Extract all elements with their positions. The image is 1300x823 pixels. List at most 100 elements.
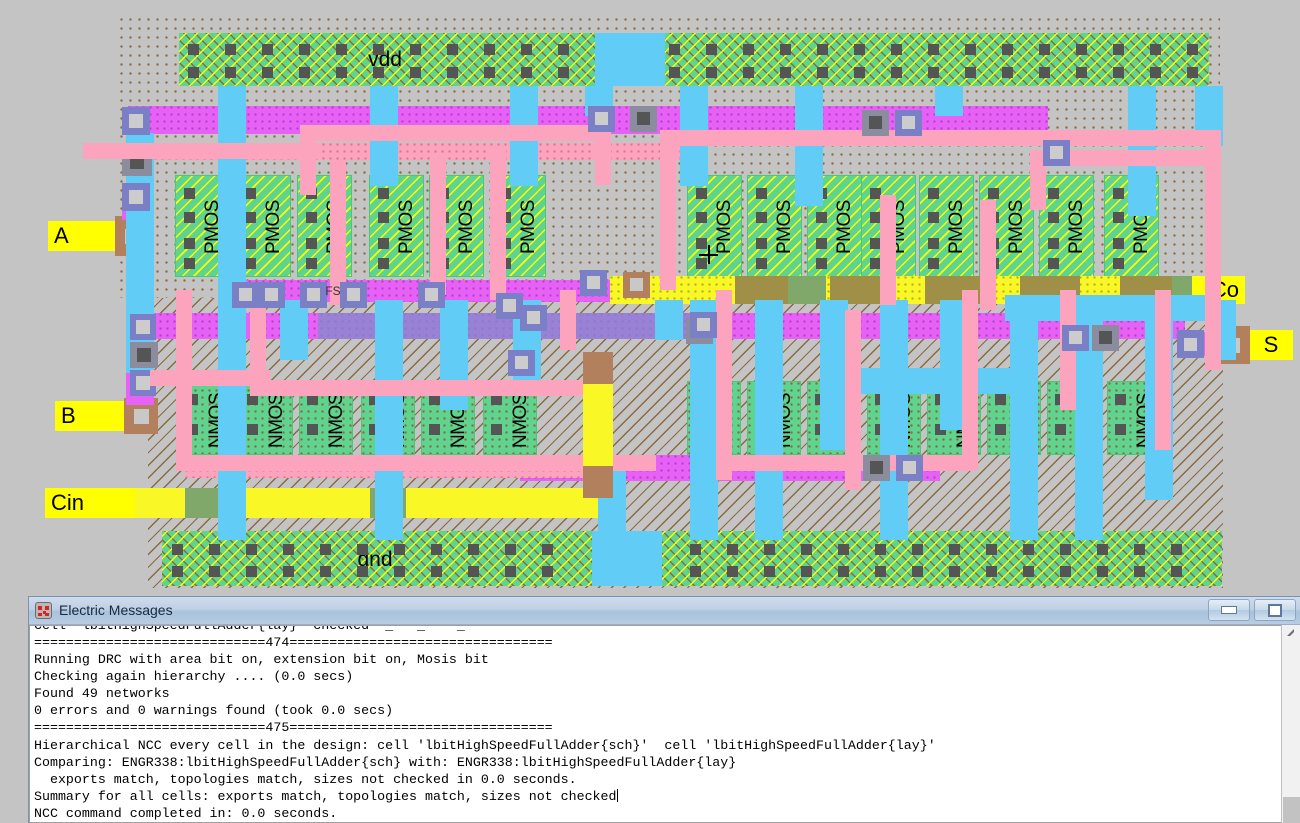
gnd-contact-cut bbox=[542, 566, 553, 577]
pmos-contact-cut bbox=[756, 212, 767, 223]
vdd-contact-cut bbox=[1039, 67, 1050, 78]
nmos-contact-cut bbox=[187, 424, 198, 435]
scrollbar-thumb[interactable] bbox=[1283, 797, 1300, 823]
nmos-contact-cut bbox=[429, 424, 440, 435]
pmos-contact-cut bbox=[756, 258, 767, 269]
contact-cut bbox=[307, 288, 320, 301]
gnd-contact-cut bbox=[986, 566, 997, 577]
pmos-contact-cut bbox=[988, 188, 999, 199]
left-via-1 bbox=[122, 107, 150, 135]
vdd-contact-cut bbox=[262, 67, 273, 78]
gnd-contact-cut bbox=[320, 566, 331, 577]
vdd-contact-cut bbox=[1076, 44, 1087, 55]
pmos-contact-cut bbox=[378, 258, 389, 269]
gnd-contact-cut bbox=[357, 566, 368, 577]
minimize-button[interactable] bbox=[1208, 599, 1250, 621]
pmos-contact-cut bbox=[1113, 212, 1124, 223]
contact-cut bbox=[265, 288, 278, 301]
gnd-contact-cut bbox=[431, 544, 442, 555]
co-bus-olive-seg2 bbox=[830, 276, 885, 304]
console-line: 0 errors and 0 warnings found (took 0.0 … bbox=[34, 703, 394, 719]
electric-messages-window[interactable]: Electric Messages Cell 'lbitHighSpeedFul… bbox=[28, 596, 1300, 823]
metal3-route bbox=[250, 300, 266, 380]
metal3-route bbox=[880, 195, 896, 305]
via bbox=[520, 305, 547, 331]
nmos-contact-cut bbox=[247, 394, 258, 405]
vdd-contact-cut bbox=[928, 67, 939, 78]
metal3-route bbox=[150, 370, 270, 386]
gnd-contact-cut bbox=[1171, 544, 1182, 555]
console-line: Checking again hierarchy .... (0.0 secs) bbox=[34, 669, 354, 685]
gnd-contact-cut bbox=[1171, 566, 1182, 577]
vdd-contact-cut bbox=[410, 44, 421, 55]
gnd-contact-cut bbox=[283, 566, 294, 577]
metal1-column bbox=[280, 300, 308, 360]
gnd-contact-cut bbox=[394, 566, 405, 577]
gnd-contact-cut bbox=[875, 566, 886, 577]
co-bus-olive-seg1 bbox=[735, 276, 795, 304]
contact-cut bbox=[503, 299, 516, 312]
vdd-rail-metal-gap bbox=[595, 33, 665, 86]
vdd-contact-cut bbox=[225, 44, 236, 55]
gnd-contact-cut bbox=[727, 566, 738, 577]
console-line: Comparing: ENGR338:lbitHighSpeedFullAdde… bbox=[34, 754, 737, 770]
metal3-route bbox=[1030, 150, 1220, 166]
vdd-contact-cut bbox=[780, 44, 791, 55]
gnd-contact-cut bbox=[801, 566, 812, 577]
pmos-contact-cut bbox=[1113, 238, 1124, 249]
vdd-contact-cut bbox=[299, 67, 310, 78]
pmos-contact-cut bbox=[1048, 188, 1059, 199]
via bbox=[508, 350, 535, 376]
pmos-contact-cut bbox=[245, 212, 256, 223]
message-body: Cell 'lbitHighSpeedFullAdder{lay}' check… bbox=[29, 624, 1300, 823]
contact-cut bbox=[527, 311, 540, 324]
pmos-label: PMOS bbox=[1006, 200, 1027, 254]
metal1-horizontal-run bbox=[1005, 295, 1210, 321]
gnd-contact-cut bbox=[690, 566, 701, 577]
pmos-contact-cut bbox=[756, 188, 767, 199]
contact-cut bbox=[595, 112, 608, 125]
vertical-scrollbar[interactable] bbox=[1281, 624, 1300, 823]
vdd-contact-cut bbox=[558, 67, 569, 78]
gnd-contact-cut bbox=[838, 566, 849, 577]
pmos-contact-cut bbox=[816, 258, 827, 269]
pmos-contact-cut bbox=[870, 188, 881, 199]
via bbox=[895, 110, 922, 136]
contact-cut bbox=[870, 461, 883, 474]
vdd-contact-cut bbox=[410, 67, 421, 78]
gnd-contact-cut bbox=[1134, 566, 1145, 577]
export-label-b[interactable]: B bbox=[55, 401, 127, 431]
console-line: =============================475========… bbox=[34, 720, 553, 736]
contact-cut bbox=[347, 288, 360, 301]
left-via-4 bbox=[130, 314, 156, 340]
export-label-a[interactable]: A bbox=[48, 221, 120, 251]
window-title-bar[interactable]: Electric Messages bbox=[29, 597, 1300, 625]
pmos-contact-cut bbox=[306, 212, 317, 223]
vdd-contact-cut bbox=[447, 67, 458, 78]
gnd-contact-cut bbox=[172, 566, 183, 577]
via bbox=[1062, 325, 1089, 351]
nmos-contact-cut bbox=[429, 394, 440, 405]
pmos-contact-cut bbox=[928, 258, 939, 269]
message-text-area[interactable]: Cell 'lbitHighSpeedFullAdder{lay}' check… bbox=[29, 624, 1281, 823]
layout-canvas[interactable]: vdd gnd PMOS PMOS PMOS PMOS PMOS PMOS PMOS PMOS… bbox=[0, 0, 1300, 596]
via bbox=[580, 270, 607, 296]
contact-cut bbox=[425, 288, 438, 301]
contact-cut bbox=[630, 278, 643, 291]
pmos-contact-cut bbox=[928, 188, 939, 199]
vdd-contact-cut bbox=[817, 44, 828, 55]
pmos-contact-cut bbox=[245, 188, 256, 199]
maximize-button[interactable] bbox=[1254, 599, 1296, 621]
pmos-contact-cut bbox=[378, 238, 389, 249]
pmos-contact-cut bbox=[1048, 212, 1059, 223]
export-label-s[interactable]: S bbox=[1249, 330, 1293, 360]
gnd-contact-cut bbox=[1097, 566, 1108, 577]
scroll-up-icon[interactable] bbox=[1285, 627, 1297, 639]
pmos-label: PMOS bbox=[396, 200, 417, 254]
clipped-line: Cell 'lbitHighSpeedFullAdder{lay}' check… bbox=[34, 626, 1281, 634]
export-label-cin[interactable]: Cin bbox=[45, 488, 135, 518]
contact-cut bbox=[1050, 146, 1063, 159]
vdd-contact-cut bbox=[669, 67, 680, 78]
via bbox=[340, 282, 367, 308]
gnd-contact-cut bbox=[764, 544, 775, 555]
